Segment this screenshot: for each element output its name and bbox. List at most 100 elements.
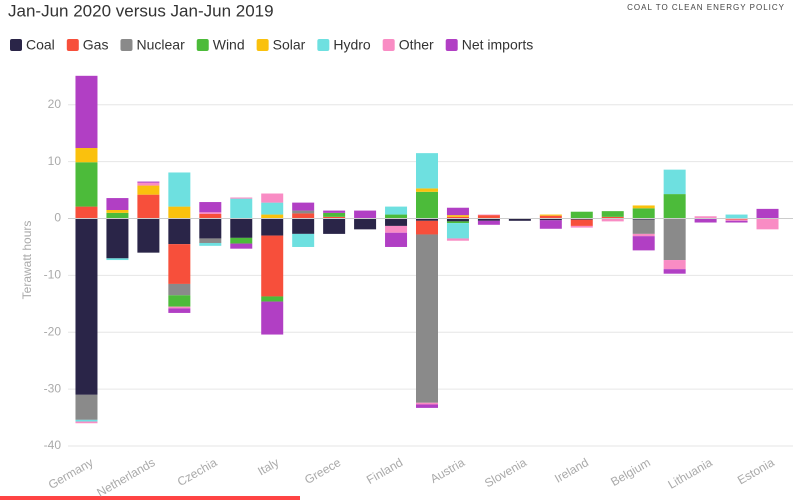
legend-label: Gas bbox=[83, 37, 109, 53]
bar-segment bbox=[323, 216, 346, 219]
bar-segment bbox=[75, 421, 98, 424]
bar-segment bbox=[106, 210, 129, 213]
bar-segment bbox=[416, 220, 438, 235]
legend-swatch bbox=[10, 39, 22, 51]
bar-segment bbox=[632, 218, 655, 220]
bar-segment bbox=[230, 197, 253, 199]
bar-segment bbox=[354, 210, 377, 219]
bar-segment bbox=[137, 182, 160, 186]
bar-segment bbox=[570, 219, 593, 226]
bar-segment bbox=[323, 218, 346, 234]
bar-segment bbox=[416, 153, 438, 189]
bar-segment bbox=[75, 218, 98, 395]
legend-swatch bbox=[66, 39, 79, 51]
bar-segment bbox=[106, 218, 129, 259]
bar-segment bbox=[477, 220, 500, 225]
bar-segment bbox=[508, 218, 531, 221]
x-tick-label: Slovenia bbox=[482, 455, 529, 490]
bar-segment bbox=[725, 218, 748, 220]
bar-segment bbox=[292, 210, 315, 214]
y-tick-label: -20 bbox=[44, 324, 62, 338]
bar-segment bbox=[663, 218, 686, 261]
bar-segment bbox=[725, 219, 748, 221]
bar-segment bbox=[416, 188, 438, 192]
bar-segment bbox=[261, 301, 284, 335]
legend-label: Solar bbox=[273, 37, 306, 53]
bar-segment bbox=[632, 233, 655, 237]
bar-segment bbox=[725, 214, 748, 219]
bar-segment bbox=[601, 211, 624, 217]
x-tick-label: Belgium bbox=[608, 455, 653, 489]
bar-segment bbox=[106, 198, 129, 211]
bar-segment bbox=[261, 235, 284, 297]
bar-segment bbox=[632, 236, 655, 251]
y-axis-label: Terawatt hours bbox=[20, 221, 34, 300]
bar-segment bbox=[446, 218, 469, 222]
bar-segment bbox=[168, 308, 191, 313]
bar-segment bbox=[632, 205, 655, 209]
x-tick-label: Lithuania bbox=[666, 455, 715, 492]
bar-segment bbox=[75, 394, 98, 420]
y-tick-label: 20 bbox=[48, 97, 62, 111]
bar-segment bbox=[756, 218, 779, 230]
bar-segment bbox=[416, 234, 438, 403]
bar-segment bbox=[199, 213, 222, 219]
legend-label: Coal bbox=[26, 37, 55, 53]
bar-segment bbox=[261, 218, 284, 236]
bar-segment bbox=[663, 260, 686, 270]
bar-segment bbox=[601, 216, 624, 219]
bar-segment bbox=[385, 214, 408, 219]
bar-segment bbox=[663, 169, 686, 195]
y-tick-label: 10 bbox=[48, 154, 62, 168]
x-tick-label: Greece bbox=[302, 455, 343, 487]
bar-segment bbox=[168, 244, 191, 284]
bar-segment bbox=[539, 220, 562, 229]
bar-segment bbox=[446, 223, 469, 239]
bar-segment bbox=[416, 402, 438, 405]
bar-segment bbox=[416, 404, 438, 408]
x-tick-label: Germany bbox=[46, 455, 96, 492]
bar-segment bbox=[756, 208, 779, 219]
bar-segment bbox=[230, 237, 253, 244]
bar-segment bbox=[292, 218, 315, 234]
x-tick-label: Estonia bbox=[735, 455, 777, 487]
bar-segment bbox=[632, 219, 655, 234]
y-tick-label: -30 bbox=[44, 381, 62, 395]
bar-segment bbox=[354, 218, 377, 230]
bar-segment bbox=[199, 202, 222, 213]
bar-segment bbox=[323, 212, 346, 217]
bar-segment bbox=[75, 419, 98, 422]
bar-segment bbox=[446, 215, 469, 217]
bar-segment bbox=[230, 198, 253, 219]
bar-segment bbox=[663, 269, 686, 274]
x-tick-label: Czechia bbox=[175, 455, 220, 489]
bar-segment bbox=[477, 215, 500, 219]
bar-segment bbox=[385, 218, 408, 226]
chart-title: Jan-Jun 2020 versus Jan-Jun 2019 bbox=[8, 1, 274, 20]
bar-segment bbox=[663, 194, 686, 219]
x-tick-label: Finland bbox=[364, 455, 405, 487]
bar-segment bbox=[106, 258, 129, 261]
scroll-indicator bbox=[0, 496, 300, 500]
bar-segment bbox=[416, 218, 438, 221]
legend-label: Hydro bbox=[333, 37, 371, 53]
bar-segment bbox=[570, 225, 593, 228]
bar-segment bbox=[261, 193, 284, 203]
y-tick-label: -10 bbox=[44, 268, 62, 282]
x-tick-label: Ireland bbox=[552, 455, 591, 485]
bar-segment bbox=[168, 206, 191, 219]
bar-segment bbox=[385, 232, 408, 247]
bar-segment bbox=[199, 218, 222, 239]
bar-segment bbox=[446, 238, 469, 241]
bar-segment bbox=[539, 215, 562, 219]
bar-segment bbox=[416, 191, 438, 219]
bar-segment bbox=[168, 218, 191, 245]
bar-segment bbox=[199, 242, 222, 246]
bar-segment bbox=[199, 212, 222, 214]
bar-segment bbox=[477, 218, 500, 221]
legend-label: Wind bbox=[213, 37, 245, 53]
legend-swatch bbox=[120, 39, 133, 51]
bar-segment bbox=[75, 206, 98, 219]
bar-segment bbox=[75, 162, 98, 207]
